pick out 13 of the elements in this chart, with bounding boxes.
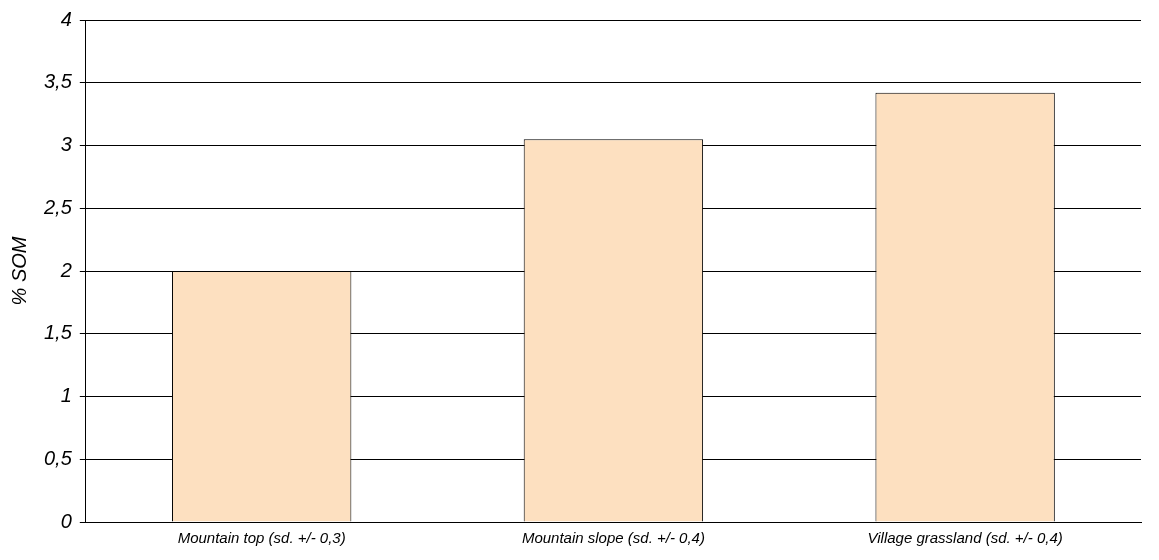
y-tick-label: 3,5 [43, 70, 73, 93]
y-axis-title: % SOM [7, 236, 30, 306]
x-tick-label: Mountain slope (sd. +/- 0,4) [521, 529, 705, 547]
y-tick-label: 2,5 [42, 195, 73, 218]
y-tick-label: 1,5 [43, 321, 73, 344]
x-tick-label: Village grassland (sd. +/- 0,4) [867, 529, 1063, 547]
y-tick-label: 3 [60, 133, 72, 156]
y-tick-label: 2 [59, 258, 72, 281]
y-tick-label: 1 [60, 384, 72, 407]
y-tick-label: 4 [60, 7, 72, 30]
x-tick-label: Mountain top (sd. +/- 0,3) [177, 529, 346, 547]
y-tick-label: 0 [60, 509, 72, 532]
y-tick-label: 0,5 [43, 446, 73, 469]
